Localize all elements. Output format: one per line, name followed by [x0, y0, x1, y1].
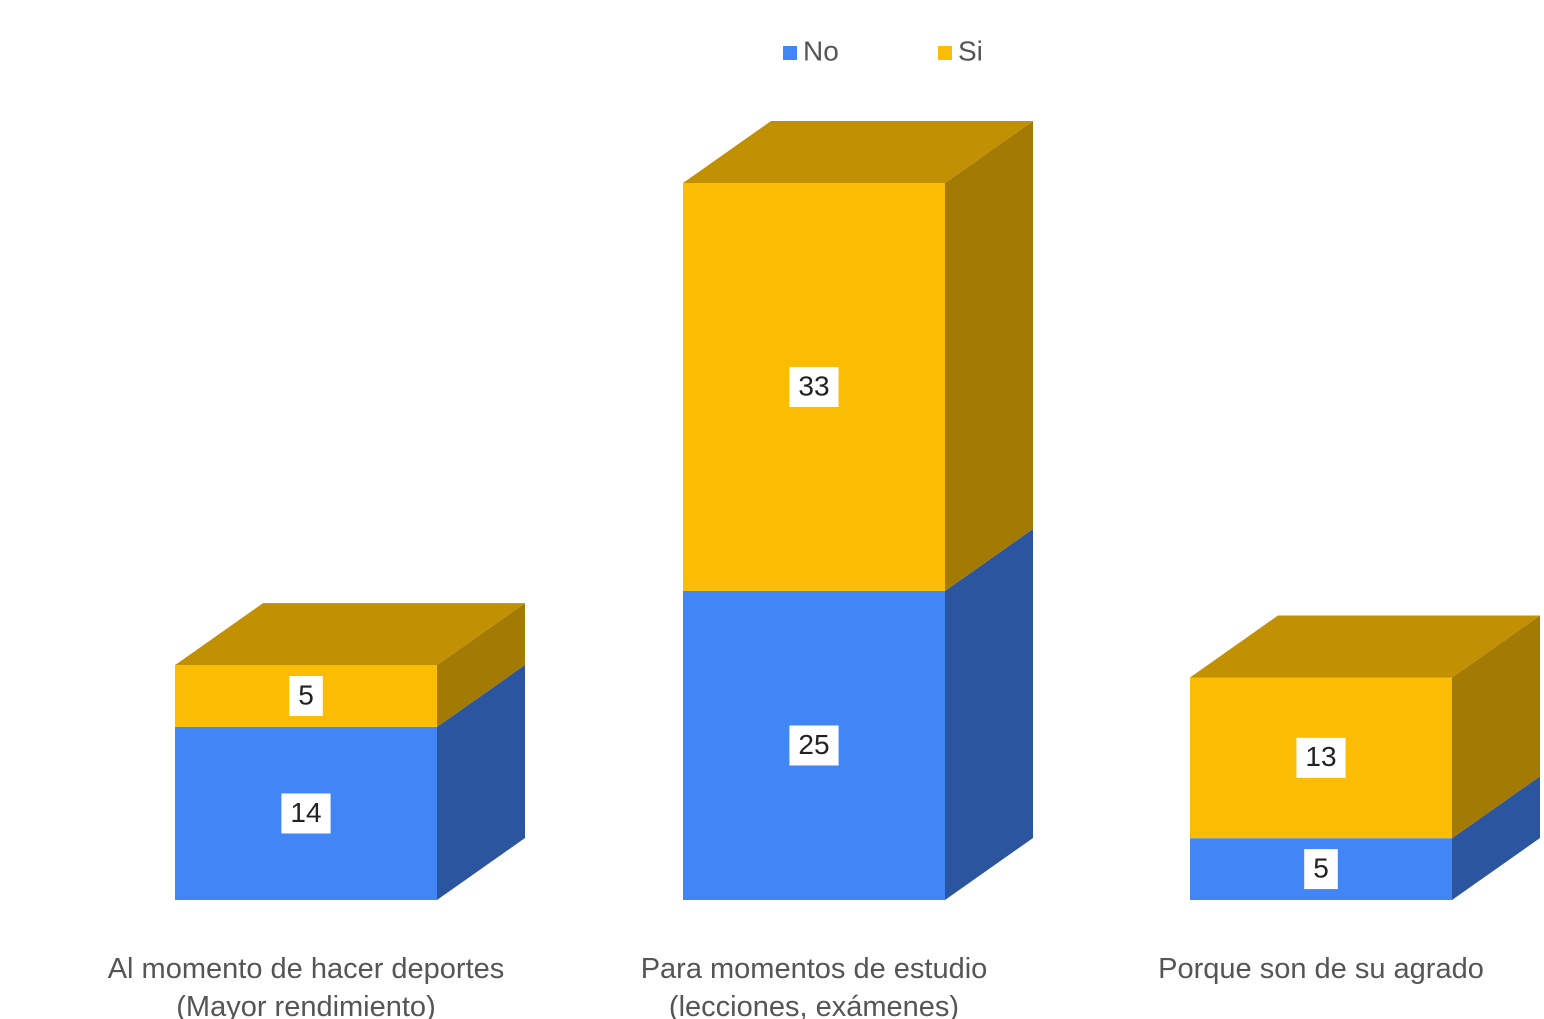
- bar-side: [437, 664, 525, 900]
- bar-top: [1190, 615, 1540, 678]
- data-label: 5: [1313, 852, 1329, 883]
- data-label-box: [281, 793, 331, 834]
- legend-swatch: [938, 46, 952, 60]
- bar-side: [1452, 776, 1540, 900]
- data-label-group: 5: [289, 676, 323, 717]
- bar-top: [683, 121, 1033, 183]
- legend-label: Si: [958, 35, 983, 66]
- bar-side: [1452, 615, 1540, 839]
- x-tick-label: Para momentos de estudio (lecciones, exá…: [640, 953, 988, 1019]
- data-label-box: [789, 725, 839, 766]
- bar-top: [175, 603, 525, 666]
- data-label-group: 25: [789, 725, 839, 766]
- legend-swatch: [783, 46, 797, 60]
- x-tick-label: Al momento de hacer deportes (Mayor rend…: [107, 953, 505, 1019]
- data-label-group: 13: [1296, 737, 1346, 778]
- bar-side: [945, 121, 1033, 591]
- x-tick-label: Porque son de su agrado: [1158, 953, 1484, 985]
- bar-side: [945, 528, 1033, 900]
- data-label: 25: [798, 729, 829, 760]
- data-label-group: 5: [1304, 849, 1338, 890]
- data-label-group: 14: [281, 793, 331, 834]
- data-label-box: [1296, 737, 1346, 778]
- data-label: 5: [298, 679, 314, 710]
- data-label: 13: [1305, 741, 1336, 772]
- data-label-box: [289, 676, 323, 717]
- data-label: 33: [798, 370, 829, 401]
- bar-side: [437, 603, 525, 727]
- data-label-box: [789, 366, 839, 407]
- legend-label: No: [803, 35, 839, 66]
- data-label: 14: [290, 797, 321, 828]
- data-label-group: 33: [789, 366, 839, 407]
- data-label-box: [1304, 849, 1338, 890]
